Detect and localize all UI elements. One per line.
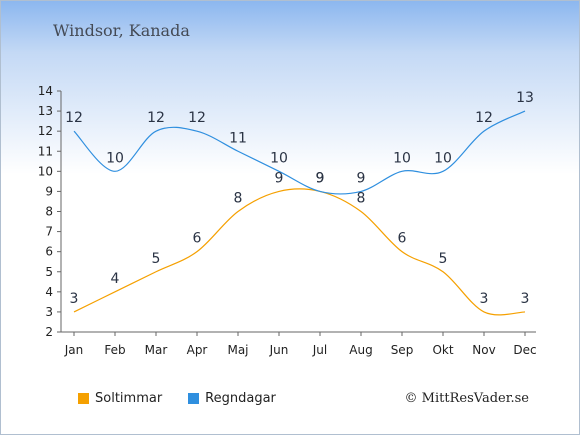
data-label-regndagar: 10 [106, 150, 124, 166]
x-tick-label: Okt [432, 343, 453, 357]
data-label-soltimmar: 3 [70, 291, 79, 307]
data-label-soltimmar: 9 [316, 170, 325, 186]
data-label-soltimmar: 6 [193, 231, 202, 247]
x-tick-label: Aug [349, 343, 372, 357]
legend-item-soltimmar: Soltimmar [78, 391, 162, 406]
data-label-soltimmar: 4 [111, 271, 120, 287]
y-tick-label: 14 [38, 84, 53, 98]
data-label-regndagar: 13 [516, 90, 534, 106]
series-line-soltimmar [73, 188, 526, 316]
data-label-soltimmar: 3 [480, 291, 489, 307]
legend-label-soltimmar: Soltimmar [95, 391, 163, 406]
x-tick-label: Apr [187, 343, 208, 357]
x-tick-label: Dec [513, 343, 536, 357]
credit-text: © MittResVader.se [404, 391, 529, 406]
data-label-regndagar: 10 [434, 150, 452, 166]
legend-swatch-regndagar [188, 393, 200, 404]
legend-label-regndagar: Regndagar [205, 391, 276, 406]
y-tick-label: 9 [45, 184, 53, 198]
x-tick-label: Feb [104, 343, 125, 357]
data-label-regndagar: 10 [393, 150, 411, 166]
data-label-regndagar: 12 [147, 110, 165, 126]
data-label-soltimmar: 8 [357, 191, 366, 207]
data-label-regndagar: 11 [229, 130, 247, 146]
data-label-soltimmar: 3 [521, 291, 530, 307]
data-label-regndagar: 9 [357, 170, 366, 186]
y-tick-label: 5 [45, 265, 53, 279]
data-label-regndagar: 12 [475, 110, 493, 126]
y-tick-label: 11 [38, 144, 53, 158]
y-tick-label: 13 [38, 104, 53, 118]
y-tick-label: 6 [45, 245, 53, 259]
data-label-regndagar: 9 [316, 170, 325, 186]
data-label-soltimmar: 8 [234, 191, 243, 207]
x-tick-label: Nov [472, 343, 495, 357]
y-tick-label: 2 [45, 325, 53, 339]
legend: Soltimmar Regndagar [78, 391, 302, 406]
y-tick-label: 3 [45, 305, 53, 319]
y-tick-label: 8 [45, 205, 53, 219]
data-label-soltimmar: 6 [398, 231, 407, 247]
x-tick-label: Sep [391, 343, 414, 357]
chart-title: Windsor, Kanada [53, 21, 190, 40]
x-tick-label: Mar [145, 343, 168, 357]
x-tick-label: Maj [227, 343, 248, 357]
data-label-regndagar: 12 [188, 110, 206, 126]
data-label-soltimmar: 5 [152, 251, 161, 267]
series-line-regndagar [73, 110, 526, 195]
x-tick-label: Jul [312, 343, 327, 357]
data-label-soltimmar: 5 [439, 251, 448, 267]
data-label-regndagar: 10 [270, 150, 288, 166]
legend-swatch-soltimmar [78, 393, 89, 404]
y-tick-label: 12 [38, 124, 53, 138]
y-tick-label: 7 [45, 225, 53, 239]
y-tick-label: 4 [45, 285, 53, 299]
x-tick-label: Jan [64, 343, 84, 357]
data-label-regndagar: 12 [65, 110, 83, 126]
y-tick-label: 10 [38, 164, 53, 178]
x-tick-label: Jun [269, 343, 289, 357]
legend-item-regndagar: Regndagar [188, 391, 276, 406]
data-label-soltimmar: 9 [275, 170, 284, 186]
